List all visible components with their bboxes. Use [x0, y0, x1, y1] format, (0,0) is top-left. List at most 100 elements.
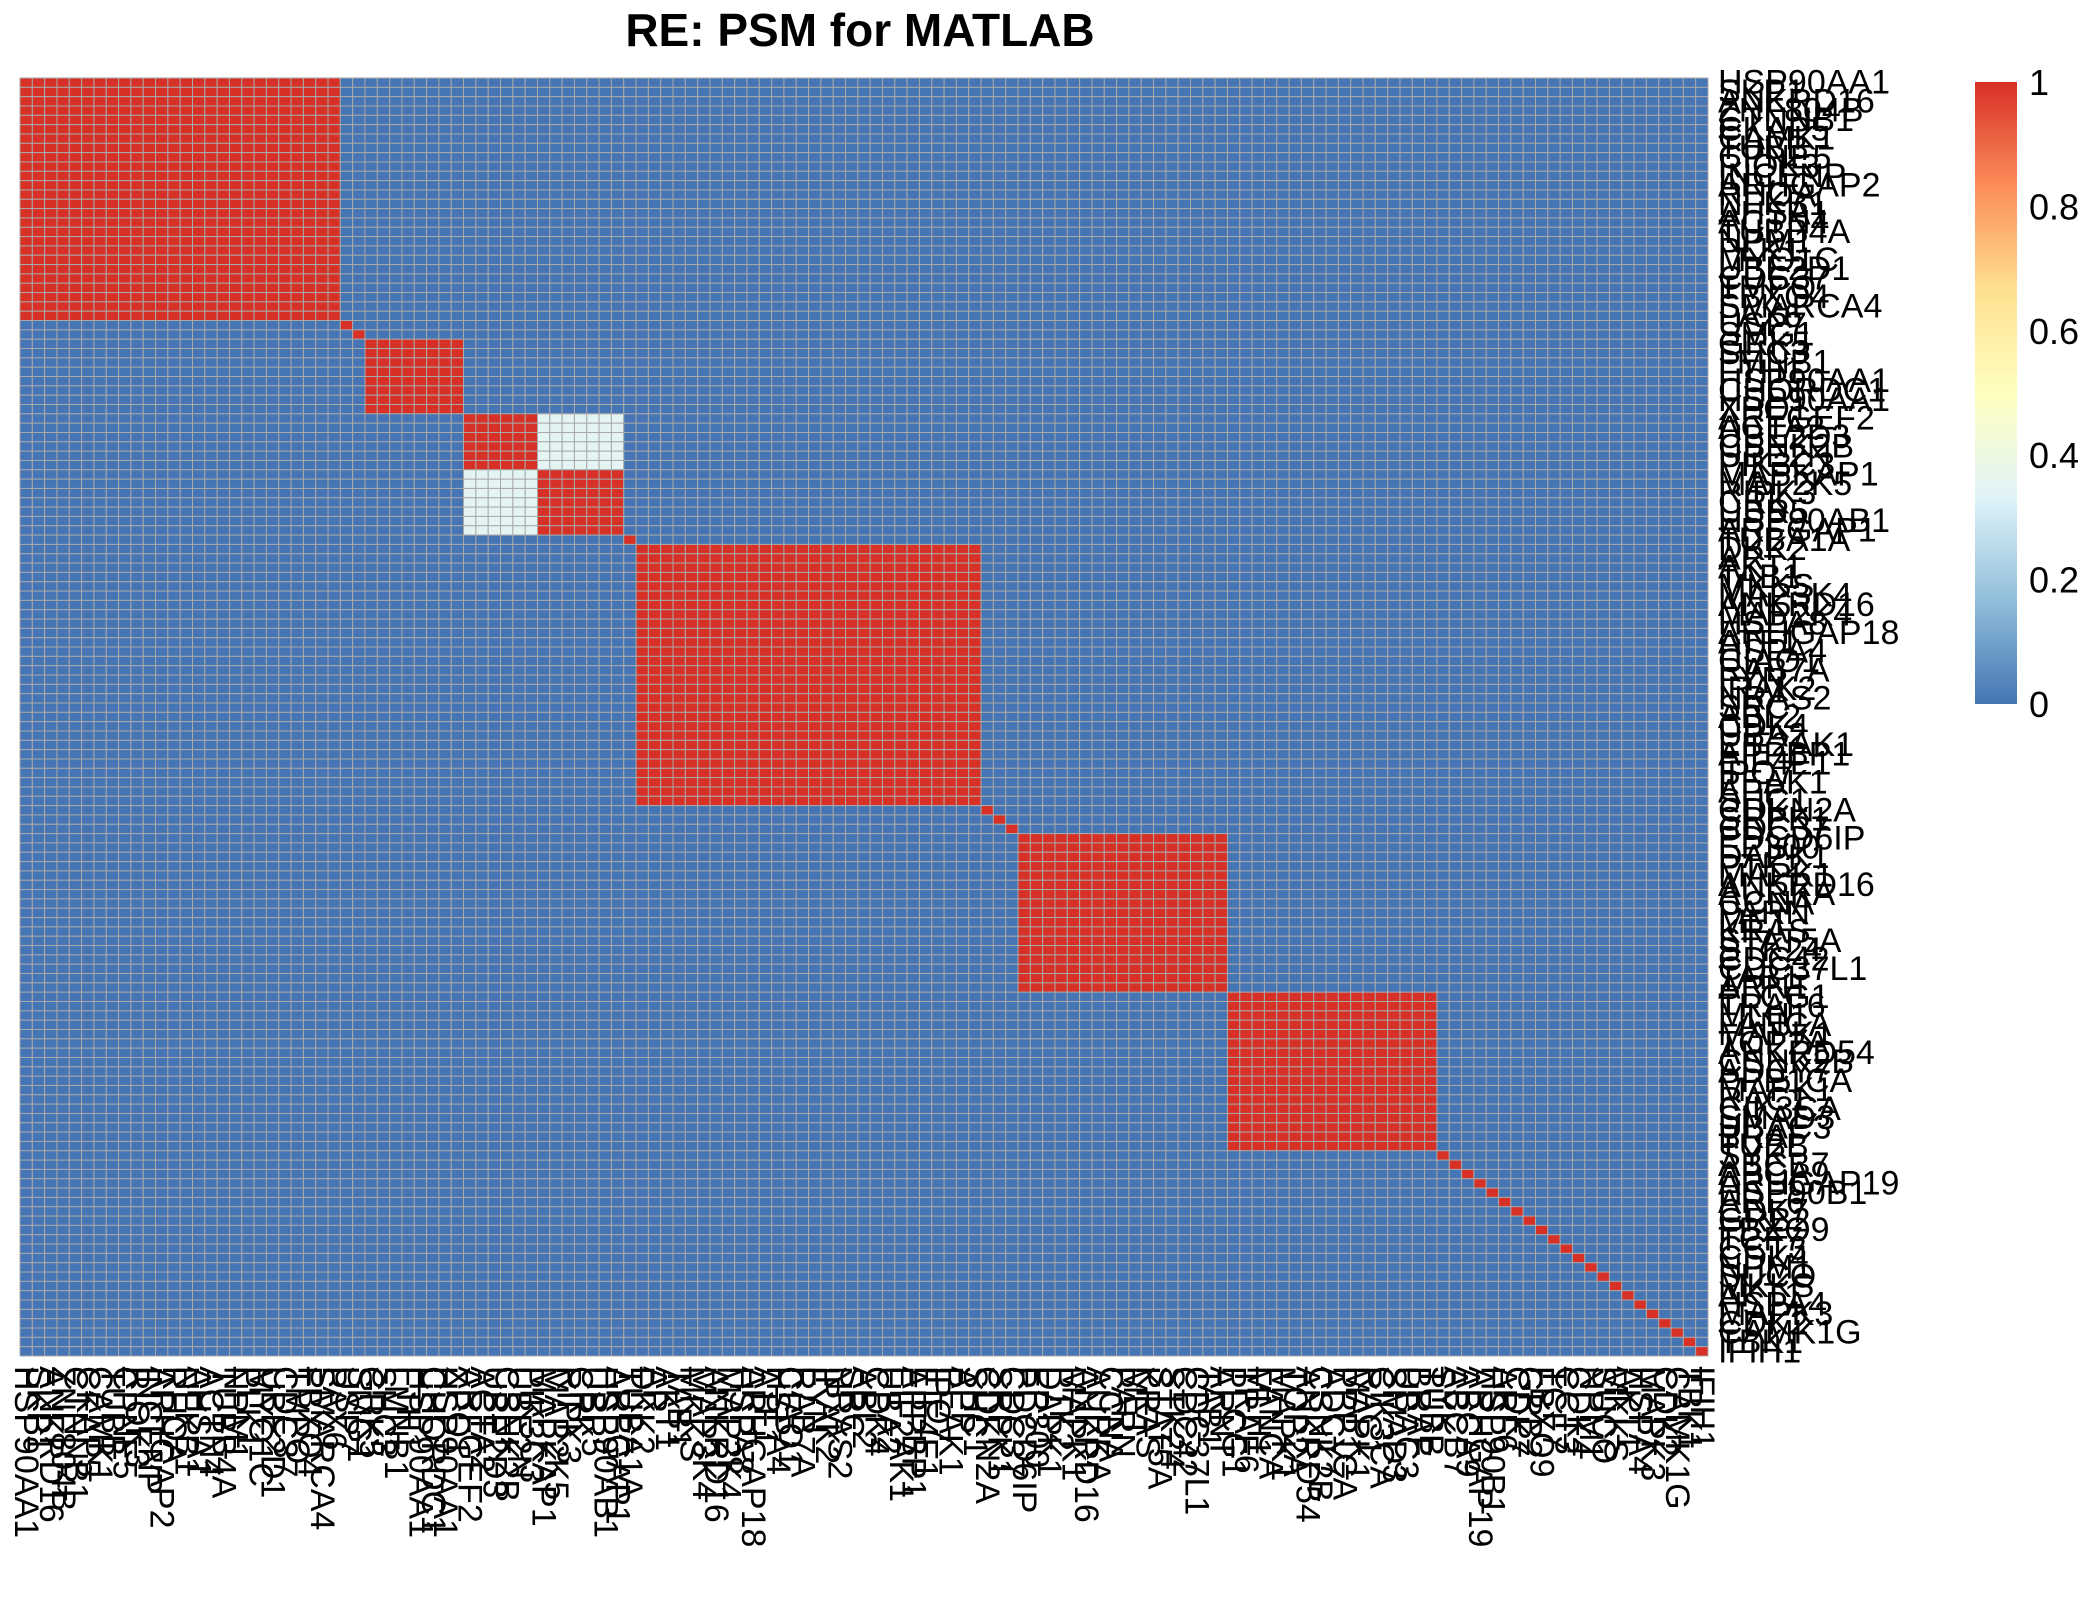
heatmap-cell	[204, 282, 218, 294]
heatmap-cell	[906, 292, 920, 303]
heatmap-cell	[1042, 217, 1056, 228]
heatmap-cell	[500, 124, 514, 135]
heatmap-cell	[1658, 357, 1672, 368]
heatmap-cell	[672, 348, 686, 359]
heatmap-cell	[623, 208, 637, 219]
heatmap-cell	[1239, 189, 1253, 200]
heatmap-cell	[44, 385, 58, 396]
heatmap-cell	[1042, 152, 1056, 163]
heatmap-cell	[500, 189, 514, 200]
heatmap-cell	[364, 338, 378, 350]
heatmap-cell	[426, 385, 440, 396]
heatmap-cell	[1498, 142, 1512, 154]
heatmap-cell	[1251, 245, 1265, 256]
heatmap-cell	[1066, 404, 1081, 415]
heatmap-cell	[1054, 161, 1068, 172]
heatmap-cell	[672, 310, 686, 322]
heatmap-cell	[56, 86, 70, 98]
heatmap-cell	[1473, 152, 1487, 163]
heatmap-cell	[352, 161, 366, 172]
heatmap-cell	[992, 348, 1007, 359]
heatmap-cell	[536, 170, 551, 182]
heatmap-cell	[1633, 348, 1647, 359]
heatmap-cell	[549, 189, 563, 200]
heatmap-cell	[450, 254, 465, 266]
heatmap-cell	[130, 357, 144, 368]
heatmap-cell	[709, 338, 723, 350]
heatmap-cell	[475, 254, 489, 266]
heatmap-cell	[1596, 170, 1610, 182]
heatmap-cell	[623, 282, 637, 294]
heatmap-cell	[1226, 385, 1241, 396]
heatmap-cell	[68, 217, 83, 228]
heatmap-cell	[327, 394, 341, 406]
heatmap-cell	[1165, 357, 1179, 368]
heatmap-cell	[302, 142, 317, 154]
heatmap-cell	[980, 394, 994, 406]
heatmap-cell	[931, 86, 945, 98]
heatmap-cell	[869, 189, 883, 200]
heatmap-cell	[1202, 320, 1216, 331]
heatmap-cell	[475, 264, 489, 275]
heatmap-cell	[487, 189, 502, 200]
heatmap-cell	[1621, 180, 1635, 191]
heatmap-cell	[1042, 77, 1056, 88]
heatmap-cell	[586, 77, 600, 88]
heatmap-cell	[845, 394, 859, 406]
heatmap-cell	[512, 96, 526, 107]
heatmap-cell	[56, 208, 70, 219]
heatmap-cell	[1535, 264, 1549, 275]
heatmap-cell	[56, 273, 70, 284]
heatmap-cell	[1190, 142, 1204, 154]
heatmap-cell	[512, 189, 526, 200]
heatmap-cell	[795, 86, 810, 98]
heatmap-cell	[1325, 161, 1339, 172]
heatmap-cell	[105, 310, 120, 322]
heatmap-cell	[1165, 114, 1179, 126]
heatmap-cell	[450, 301, 465, 312]
heatmap-cell	[1461, 376, 1475, 387]
heatmap-cell	[610, 338, 625, 350]
heatmap-cell	[845, 142, 859, 154]
heatmap-cell	[512, 385, 526, 396]
heatmap-cell	[1522, 236, 1537, 247]
heatmap-cell	[1005, 366, 1019, 378]
heatmap-cell	[93, 86, 107, 98]
heatmap-cell	[1079, 310, 1093, 322]
heatmap-cell	[512, 114, 526, 126]
heatmap-cell	[1190, 264, 1204, 275]
heatmap-cell	[302, 366, 317, 378]
heatmap-cell	[931, 357, 945, 368]
heatmap-cell	[1177, 189, 1192, 200]
heatmap-cell	[1695, 161, 1709, 172]
heatmap-cell	[1066, 142, 1081, 154]
heatmap-cell	[192, 208, 206, 219]
heatmap-cell	[1251, 96, 1265, 107]
heatmap-cell	[1116, 170, 1130, 182]
heatmap-cell	[142, 226, 157, 238]
heatmap-cell	[376, 77, 391, 88]
heatmap-cell	[192, 226, 206, 238]
heatmap-cell	[1559, 310, 1573, 322]
heatmap-cell	[1300, 366, 1315, 378]
heatmap-cell	[1695, 226, 1709, 238]
heatmap-cell	[302, 292, 317, 303]
heatmap-cell	[783, 310, 797, 322]
heatmap-cell	[1190, 189, 1204, 200]
heatmap-cell	[1313, 236, 1327, 247]
heatmap-cell	[573, 142, 588, 154]
heatmap-cell	[758, 114, 773, 126]
heatmap-cell	[1103, 133, 1118, 144]
heatmap-cell	[1103, 320, 1118, 331]
heatmap-cell	[105, 208, 120, 219]
heatmap-cell	[253, 413, 267, 424]
heatmap-cell	[339, 161, 354, 172]
heatmap-cell	[142, 273, 157, 284]
heatmap-cell	[401, 357, 415, 368]
heatmap-cell	[278, 114, 292, 126]
heatmap-cell	[1645, 142, 1660, 154]
heatmap-cell	[955, 105, 970, 116]
heatmap-cell	[1424, 226, 1438, 238]
heatmap-cell	[19, 208, 33, 219]
heatmap-cell	[1276, 376, 1290, 387]
